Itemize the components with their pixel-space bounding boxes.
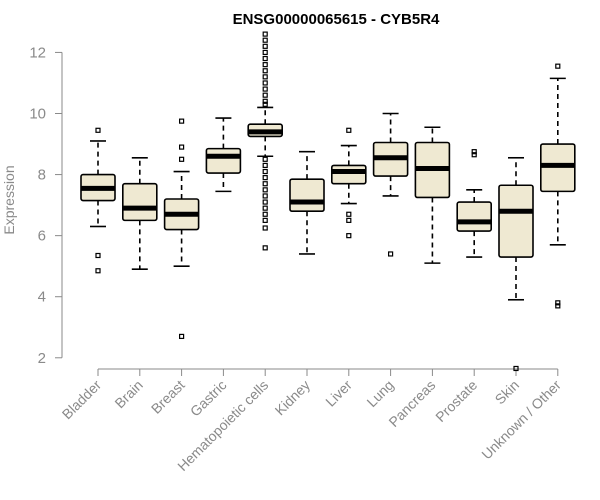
y-tick-label: 6: [38, 228, 46, 245]
outlier-point: [262, 86, 268, 92]
outlier-point: [262, 74, 268, 80]
y-axis: 2 4 6 8 10 12: [29, 44, 63, 367]
outlier-point: [262, 156, 268, 162]
box-bladder: [80, 127, 116, 274]
outlier-point: [262, 98, 268, 104]
outlier-point: [262, 211, 268, 217]
box-iqr: [205, 147, 242, 174]
box-brain: [122, 156, 158, 271]
outlier-point: [262, 199, 268, 205]
y-axis-label: Expression: [1, 165, 17, 234]
outlier-point: [346, 127, 352, 133]
outlier-point: [346, 217, 352, 223]
box-iqr: [122, 182, 158, 222]
box-iqr: [289, 178, 325, 213]
box-hematopoietic-cells: [247, 31, 283, 251]
outlier-point: [262, 175, 268, 181]
x-tick-label: Bladder: [59, 377, 105, 423]
outlier-point: [262, 181, 268, 187]
box-iqr: [456, 201, 493, 232]
x-tick-label: Kidney: [272, 377, 314, 419]
y-tick-label: 2: [38, 350, 46, 367]
outlier-point: [262, 68, 268, 74]
outlier-point: [262, 37, 268, 43]
x-tick-label: Liver: [322, 377, 355, 410]
box-kidney: [289, 150, 325, 255]
box-prostate: [456, 149, 493, 258]
outlier-point: [262, 101, 268, 107]
outlier-point: [179, 144, 185, 150]
x-tick-label: Lung: [363, 377, 396, 410]
x-tick-label: Brain: [111, 377, 145, 411]
box-lung: [372, 112, 409, 257]
outlier-point: [95, 252, 101, 259]
outlier-point: [388, 251, 394, 257]
x-tick-label: Breast: [148, 377, 188, 417]
outlier-point: [262, 31, 268, 37]
outlier-point: [262, 168, 268, 175]
y-tick-label: 10: [29, 106, 46, 123]
outlier-point: [262, 62, 268, 68]
y-tick-label: 4: [38, 289, 46, 306]
outlier-point: [262, 193, 268, 199]
outlier-point: [262, 225, 268, 231]
outlier-point: [262, 205, 268, 211]
outlier-point: [179, 156, 185, 162]
outlier-point: [555, 63, 561, 69]
outlier-point: [262, 49, 268, 56]
outlier-point: [179, 118, 185, 124]
outlier-point: [179, 333, 185, 340]
box-pancreas: [414, 126, 451, 264]
boxes-layer: [80, 31, 576, 372]
outlier-point: [262, 245, 268, 251]
box-breast: [163, 118, 200, 340]
outlier-point: [262, 162, 268, 169]
outlier-point: [346, 233, 352, 239]
y-tick-label: 8: [38, 167, 46, 184]
outlier-point: [95, 127, 101, 133]
outlier-point: [262, 92, 268, 98]
box-iqr: [498, 184, 534, 258]
outlier-point: [262, 80, 268, 86]
chart-title: ENSG00000065615 - CYB5R4: [233, 11, 440, 28]
box-liver: [330, 127, 367, 239]
outlier-point: [471, 152, 477, 158]
outlier-point: [262, 43, 268, 49]
outlier-point: [471, 149, 477, 155]
box-skin: [498, 156, 534, 372]
outlier-point: [555, 303, 561, 309]
outlier-point: [262, 217, 268, 223]
outlier-point: [555, 300, 561, 306]
x-tick-label: Prostate: [432, 377, 480, 425]
outlier-point: [262, 55, 268, 62]
outlier-point: [262, 187, 268, 193]
box-unknown-other: [539, 63, 576, 309]
outlier-point: [95, 268, 101, 274]
outlier-point: [513, 365, 519, 372]
x-tick-label: Unknown / Other: [478, 377, 564, 463]
box-gastric: [205, 117, 242, 193]
outlier-point: [346, 211, 352, 217]
x-tick-label: Skin: [492, 377, 523, 408]
box-iqr: [330, 164, 367, 185]
y-tick-label: 12: [29, 44, 46, 61]
